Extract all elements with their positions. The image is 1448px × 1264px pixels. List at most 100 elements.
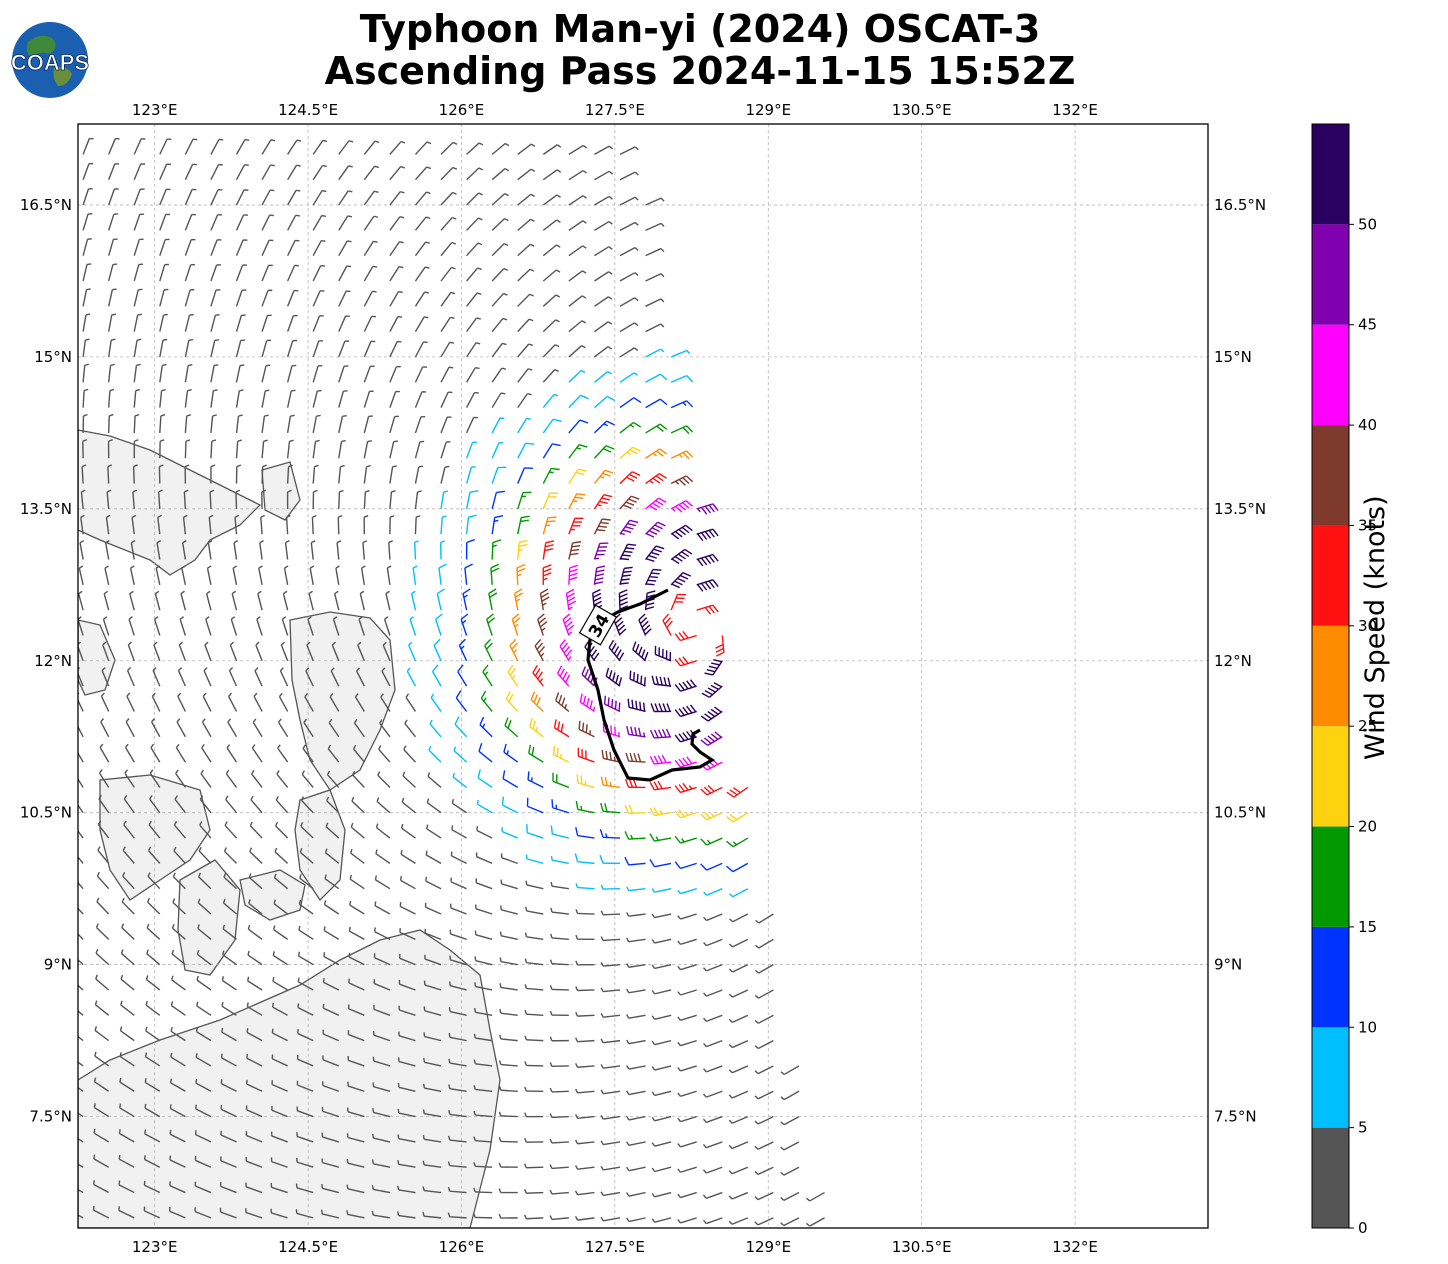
wind-barb bbox=[133, 313, 142, 332]
wind-barb bbox=[228, 692, 238, 712]
wind-barb bbox=[210, 414, 217, 433]
wind-barb bbox=[382, 641, 391, 662]
wind-barb bbox=[499, 983, 518, 991]
wind-barb bbox=[399, 928, 416, 940]
wind-barb bbox=[619, 397, 642, 409]
wind-barb bbox=[754, 1191, 774, 1201]
wind-barb bbox=[466, 217, 483, 231]
wind-barb bbox=[225, 795, 238, 814]
wind-barb bbox=[440, 441, 451, 459]
wind-barb bbox=[273, 899, 289, 915]
wind-barb bbox=[457, 664, 468, 687]
wind-barb bbox=[143, 1206, 161, 1219]
wind-barb bbox=[133, 188, 145, 206]
wind-barb bbox=[195, 1078, 212, 1092]
wind-barb bbox=[145, 975, 161, 991]
wind-barb bbox=[321, 1132, 339, 1143]
wind-barb bbox=[399, 954, 416, 966]
wind-barb bbox=[574, 1165, 595, 1170]
wind-barb bbox=[108, 263, 118, 282]
wind-barb bbox=[575, 1088, 595, 1094]
wind-barb bbox=[414, 440, 425, 459]
wind-barb bbox=[78, 1010, 84, 1016]
wind-barb bbox=[351, 796, 365, 814]
wind-barb bbox=[601, 749, 621, 763]
wind-barb bbox=[251, 769, 263, 788]
wind-barb bbox=[399, 876, 416, 890]
wind-barb bbox=[696, 604, 719, 615]
wind-barb bbox=[286, 439, 294, 459]
wind-barb bbox=[312, 290, 325, 307]
wind-barb bbox=[363, 440, 372, 459]
wind-barb bbox=[414, 391, 427, 408]
wind-barb bbox=[363, 315, 377, 332]
wind-barb bbox=[82, 338, 90, 358]
wind-barb bbox=[651, 963, 672, 970]
wind-barb bbox=[703, 1014, 723, 1023]
wind-barb bbox=[261, 464, 267, 484]
wind-barb bbox=[505, 690, 519, 712]
wind-barb bbox=[332, 616, 340, 636]
wind-barb bbox=[235, 264, 247, 282]
wind-barb bbox=[107, 338, 116, 358]
wind-barb bbox=[257, 590, 263, 611]
wind-barb bbox=[122, 872, 135, 890]
wind-barb bbox=[592, 588, 603, 611]
colorbar-tick-label: 25 bbox=[1358, 717, 1377, 735]
colorbar-tick-label: 40 bbox=[1358, 416, 1377, 434]
wind-barb bbox=[423, 1032, 442, 1042]
wind-barb bbox=[222, 898, 237, 915]
wind-barb bbox=[184, 363, 193, 383]
wind-barb bbox=[435, 613, 443, 636]
wind-barb bbox=[157, 514, 162, 535]
wind-barb bbox=[466, 342, 481, 358]
wind-barb bbox=[475, 878, 493, 890]
wind-barb bbox=[247, 976, 263, 991]
wind-barb bbox=[422, 1186, 442, 1194]
wind-barb bbox=[414, 191, 431, 206]
wind-barb bbox=[220, 1053, 237, 1067]
wind-barb bbox=[422, 1160, 442, 1168]
lon-tick-bottom: 126°E bbox=[439, 1238, 485, 1256]
wind-barb bbox=[133, 338, 142, 358]
wind-barb bbox=[549, 1164, 569, 1170]
wind-barb bbox=[422, 1083, 442, 1092]
wind-barb bbox=[352, 770, 365, 788]
wind-barb bbox=[147, 846, 161, 864]
wind-barb bbox=[296, 1157, 314, 1168]
wind-barb bbox=[398, 1005, 416, 1016]
wind-barb bbox=[645, 423, 668, 434]
wind-barb bbox=[348, 978, 365, 991]
wind-barb bbox=[380, 693, 391, 712]
wind-barb bbox=[464, 563, 473, 585]
wind-barb bbox=[728, 1217, 749, 1225]
wind-barb bbox=[255, 641, 263, 662]
wind-barb bbox=[473, 1085, 493, 1092]
wind-barb bbox=[121, 923, 135, 940]
colorbar-tick-label: 45 bbox=[1358, 316, 1377, 334]
wind-barb bbox=[651, 1065, 672, 1071]
wind-barb bbox=[132, 489, 138, 509]
wind-barb bbox=[235, 138, 250, 155]
wind-barb bbox=[171, 949, 186, 966]
wind-barb bbox=[363, 215, 379, 231]
wind-barb bbox=[78, 1188, 84, 1194]
wind-barb bbox=[600, 936, 621, 942]
wind-barb bbox=[568, 564, 579, 585]
wind-barb bbox=[296, 1054, 314, 1067]
wind-barb bbox=[651, 1014, 672, 1020]
wind-barb bbox=[594, 170, 613, 181]
wind-barb bbox=[542, 219, 561, 231]
wind-barb bbox=[645, 497, 667, 511]
wind-barb bbox=[517, 243, 535, 257]
wind-barb bbox=[670, 400, 694, 409]
wind-barb bbox=[574, 1114, 595, 1119]
wind-barb bbox=[389, 340, 402, 358]
lon-tick-bottom: 130.5°E bbox=[892, 1238, 952, 1256]
wind-barb bbox=[701, 682, 723, 698]
wind-barb bbox=[360, 565, 366, 585]
wind-barb bbox=[524, 1137, 544, 1143]
wind-barb bbox=[448, 1007, 467, 1016]
wind-barb bbox=[696, 579, 719, 592]
wind-barb bbox=[120, 1000, 135, 1016]
